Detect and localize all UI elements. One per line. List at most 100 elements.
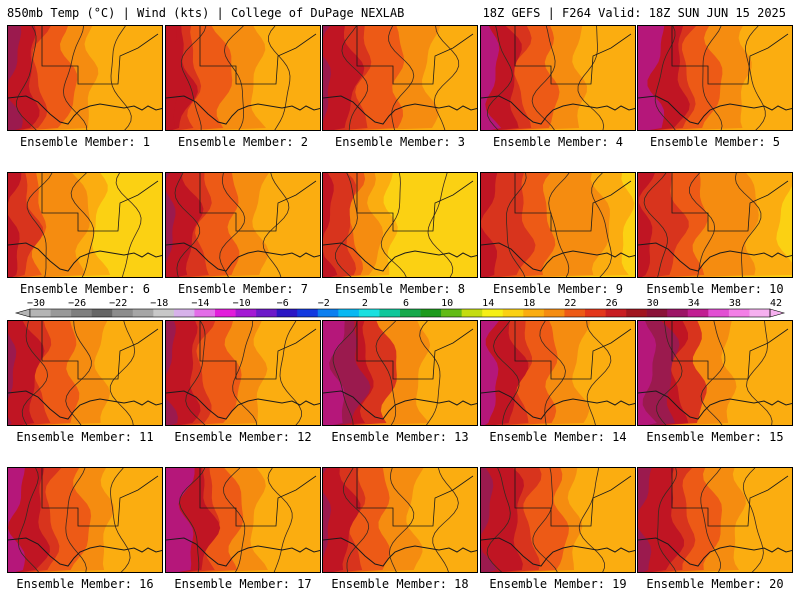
colorbar-segment [708, 309, 730, 317]
isotherm-contour [332, 321, 358, 425]
colorbar-tick-label: −26 [68, 298, 86, 309]
colorbar-tick-label: 26 [606, 298, 618, 309]
coastline [166, 537, 320, 567]
isotherm-contour [70, 173, 95, 277]
isotherm-contour [219, 173, 246, 277]
isotherm-contour [432, 468, 459, 572]
isotherm-contour [742, 468, 764, 572]
isotherm-contour [334, 173, 358, 277]
ensemble-member-label: Ensemble Member: 13 [331, 430, 469, 444]
isotherm-contour [21, 321, 49, 425]
temperature-field-map [323, 321, 477, 425]
state-border [514, 468, 632, 527]
isotherm-contour [110, 26, 132, 130]
isotherm-contour [654, 26, 676, 130]
isotherm-contour [15, 26, 37, 130]
state-border [199, 26, 317, 85]
temperature-band [8, 321, 45, 425]
colorbar-segment [564, 309, 586, 317]
isotherm-contour [578, 468, 605, 572]
temperature-band [166, 468, 195, 572]
ensemble-map-panel [7, 467, 163, 573]
isotherm-contour [223, 26, 244, 130]
colorbar-segment [728, 309, 750, 317]
colorbar-segment [297, 309, 319, 317]
colorbar-segment [50, 309, 72, 317]
temperature-band [166, 173, 176, 277]
coastline [481, 537, 635, 567]
temperature-field-map [638, 468, 792, 572]
temperature-field-map [323, 26, 477, 130]
ensemble-member-label: Ensemble Member: 2 [177, 135, 309, 149]
temperature-band [166, 321, 201, 425]
run-info: 18Z GEFS | F264 Valid: 18Z SUN JUN 15 20… [482, 6, 786, 20]
colorbar-tick-label: 14 [482, 298, 494, 309]
colorbar-segment [420, 309, 442, 317]
state-border [356, 321, 474, 380]
colorbar-tick-label: 30 [647, 298, 659, 309]
isotherm-contour [643, 173, 668, 277]
isotherm-contour [505, 173, 527, 277]
temperature-field-map [638, 173, 792, 277]
temperature-band [8, 26, 23, 130]
colorbar-tick-label: −18 [150, 298, 168, 309]
isotherm-contour [586, 321, 612, 425]
temperature-band [638, 173, 689, 277]
isotherm-contour [342, 468, 370, 572]
coastline [8, 242, 162, 272]
temperature-band [8, 173, 22, 277]
colorbar-segment [523, 309, 545, 317]
coastline [166, 390, 320, 420]
ensemble-map-panel [322, 25, 478, 131]
temperature-field-map [8, 26, 162, 130]
state-border [514, 321, 632, 380]
ensemble-member-label: Ensemble Member: 8 [334, 282, 466, 296]
isotherm-contour [486, 468, 511, 572]
isotherm-contour [26, 173, 53, 277]
colorbar-segment [687, 309, 709, 317]
isotherm-contour [548, 173, 570, 277]
temperature-field-map [166, 26, 320, 130]
ensemble-map-panel [322, 320, 478, 426]
colorbar-tick-label: 34 [688, 298, 700, 309]
temperature-band [166, 26, 177, 130]
colorbar-segment [215, 309, 236, 317]
ensemble-map-panel [7, 25, 163, 131]
colorbar-left-arrow [14, 308, 31, 318]
isotherm-contour [232, 321, 258, 425]
temperature-field-map [166, 173, 320, 277]
temperature-band [166, 321, 178, 425]
colorbar-right-arrow [769, 308, 786, 318]
ensemble-member-label: Ensemble Member: 11 [16, 430, 154, 444]
coastline [638, 95, 792, 125]
colorbar-segment [441, 309, 462, 317]
temperature-band [323, 468, 332, 572]
temperature-band [323, 26, 331, 130]
coastline [481, 242, 635, 272]
colorbar-segment [358, 309, 380, 317]
state-border [514, 26, 632, 85]
state-border [41, 321, 159, 380]
colorbar-segment [646, 309, 668, 317]
ensemble-member-label: Ensemble Member: 1 [19, 135, 151, 149]
isotherm-contour [746, 321, 773, 425]
ensemble-map-panel [322, 467, 478, 573]
temperature-band [638, 321, 657, 425]
ensemble-map-panel [165, 25, 321, 131]
temperature-colorbar: −30 −26 −22 −18 −14 −10 −6 −2 2 6 10 14 18 22 26 30 34 38… [14, 298, 786, 318]
colorbar-segment [338, 309, 360, 317]
coastline [481, 390, 635, 420]
isotherm-contour [657, 468, 678, 572]
temperature-field-map [8, 321, 162, 425]
temperature-field-map [323, 468, 477, 572]
colorbar-segment [153, 309, 175, 317]
temperature-band [323, 26, 365, 130]
ensemble-member-label: Ensemble Member: 6 [19, 282, 151, 296]
colorbar-segment [461, 309, 483, 317]
ensemble-member-label: Ensemble Member: 7 [177, 282, 309, 296]
isotherm-contour [388, 468, 415, 572]
colorbar-segment [173, 309, 195, 317]
temperature-field-map [323, 173, 477, 277]
colorbar-segment [91, 309, 113, 317]
isotherm-contour [267, 468, 293, 572]
